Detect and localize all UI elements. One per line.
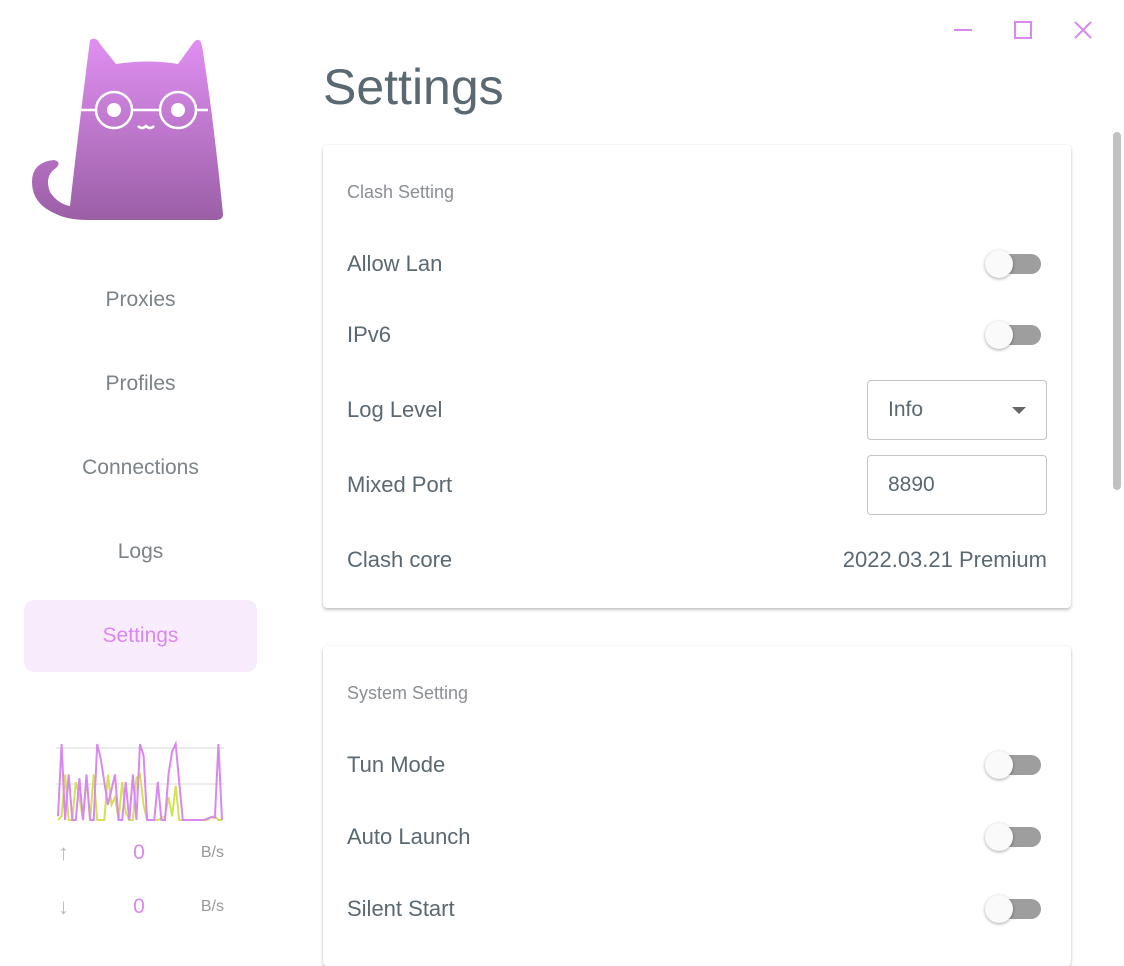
sidebar-item-label: Proxies — [105, 288, 176, 311]
mixed-port-input[interactable]: 8890 — [867, 455, 1047, 515]
upload-value: 0 — [133, 841, 145, 864]
sidebar-item-settings[interactable]: Settings — [24, 600, 257, 672]
sidebar-item-label: Settings — [102, 624, 179, 647]
maximize-button[interactable] — [1007, 14, 1039, 46]
allow-lan-toggle[interactable] — [985, 250, 1041, 278]
log-level-label: Log Level — [347, 397, 443, 422]
clash-core-label: Clash core — [347, 547, 453, 572]
ipv6-row: IPv6 — [347, 305, 1047, 365]
caret-down-icon — [1012, 406, 1026, 414]
upload-speed: ↑ 0 B/s — [58, 838, 228, 868]
card-title: System Setting — [347, 683, 469, 703]
traffic-graph — [56, 740, 224, 821]
maximize-icon — [1014, 21, 1032, 39]
close-icon — [1074, 21, 1092, 39]
log-level-value: Info — [888, 398, 924, 421]
minimize-icon — [954, 29, 972, 31]
clash-core-row: Clash core 2022.03.21 Premium — [347, 530, 1047, 590]
allow-lan-row: Allow Lan — [347, 234, 1047, 294]
clash-cat-logo — [32, 38, 223, 220]
tun-mode-toggle[interactable] — [985, 751, 1041, 779]
upload-unit: B/s — [200, 844, 224, 861]
sidebar-item-logs[interactable]: Logs — [24, 516, 257, 588]
minimize-button[interactable] — [947, 14, 979, 46]
sidebar-item-label: Logs — [117, 540, 164, 563]
log-level-row: Log Level Info — [347, 380, 1047, 440]
clash-core-version: 2022.03.21 Premium — [842, 547, 1047, 572]
tun-mode-label: Tun Mode — [347, 752, 446, 777]
sidebar-item-label: Connections — [82, 456, 199, 479]
arrow-down-icon: ↓ — [58, 894, 69, 919]
system-setting-card: System Setting Tun Mode Auto Launch Sile… — [323, 646, 1071, 966]
mixed-port-label: Mixed Port — [347, 472, 453, 497]
download-speed: ↓ 0 B/s — [58, 892, 228, 922]
silent-start-row: Silent Start — [347, 879, 1047, 939]
tun-mode-row: Tun Mode — [347, 735, 1047, 795]
mixed-port-value: 8890 — [888, 473, 935, 496]
card-title: Clash Setting — [347, 182, 455, 202]
mixed-port-row: Mixed Port 8890 — [347, 455, 1047, 515]
ipv6-label: IPv6 — [347, 322, 392, 347]
log-level-select[interactable]: Info — [867, 380, 1047, 440]
silent-start-label: Silent Start — [347, 896, 455, 921]
close-button[interactable] — [1067, 14, 1099, 46]
ipv6-toggle[interactable] — [985, 321, 1041, 349]
silent-start-toggle[interactable] — [985, 895, 1041, 923]
sidebar-item-profiles[interactable]: Profiles — [24, 348, 257, 420]
download-unit: B/s — [200, 898, 224, 915]
arrow-up-icon: ↑ — [58, 840, 69, 865]
auto-launch-label: Auto Launch — [347, 824, 471, 849]
page-title: Settings — [323, 59, 504, 115]
clash-setting-card: Clash Setting Allow Lan IPv6 Log Level I… — [323, 145, 1071, 608]
sidebar-item-proxies[interactable]: Proxies — [24, 264, 257, 336]
download-value: 0 — [133, 895, 145, 918]
auto-launch-toggle[interactable] — [985, 823, 1041, 851]
sidebar: Proxies Profiles Connections Logs Settin… — [0, 0, 280, 937]
scrollbar-thumb[interactable] — [1113, 132, 1121, 490]
auto-launch-row: Auto Launch — [347, 807, 1047, 867]
download-series-line — [57, 740, 223, 821]
allow-lan-label: Allow Lan — [347, 251, 443, 276]
sidebar-item-label: Profiles — [105, 372, 176, 395]
sidebar-item-connections[interactable]: Connections — [24, 432, 257, 504]
